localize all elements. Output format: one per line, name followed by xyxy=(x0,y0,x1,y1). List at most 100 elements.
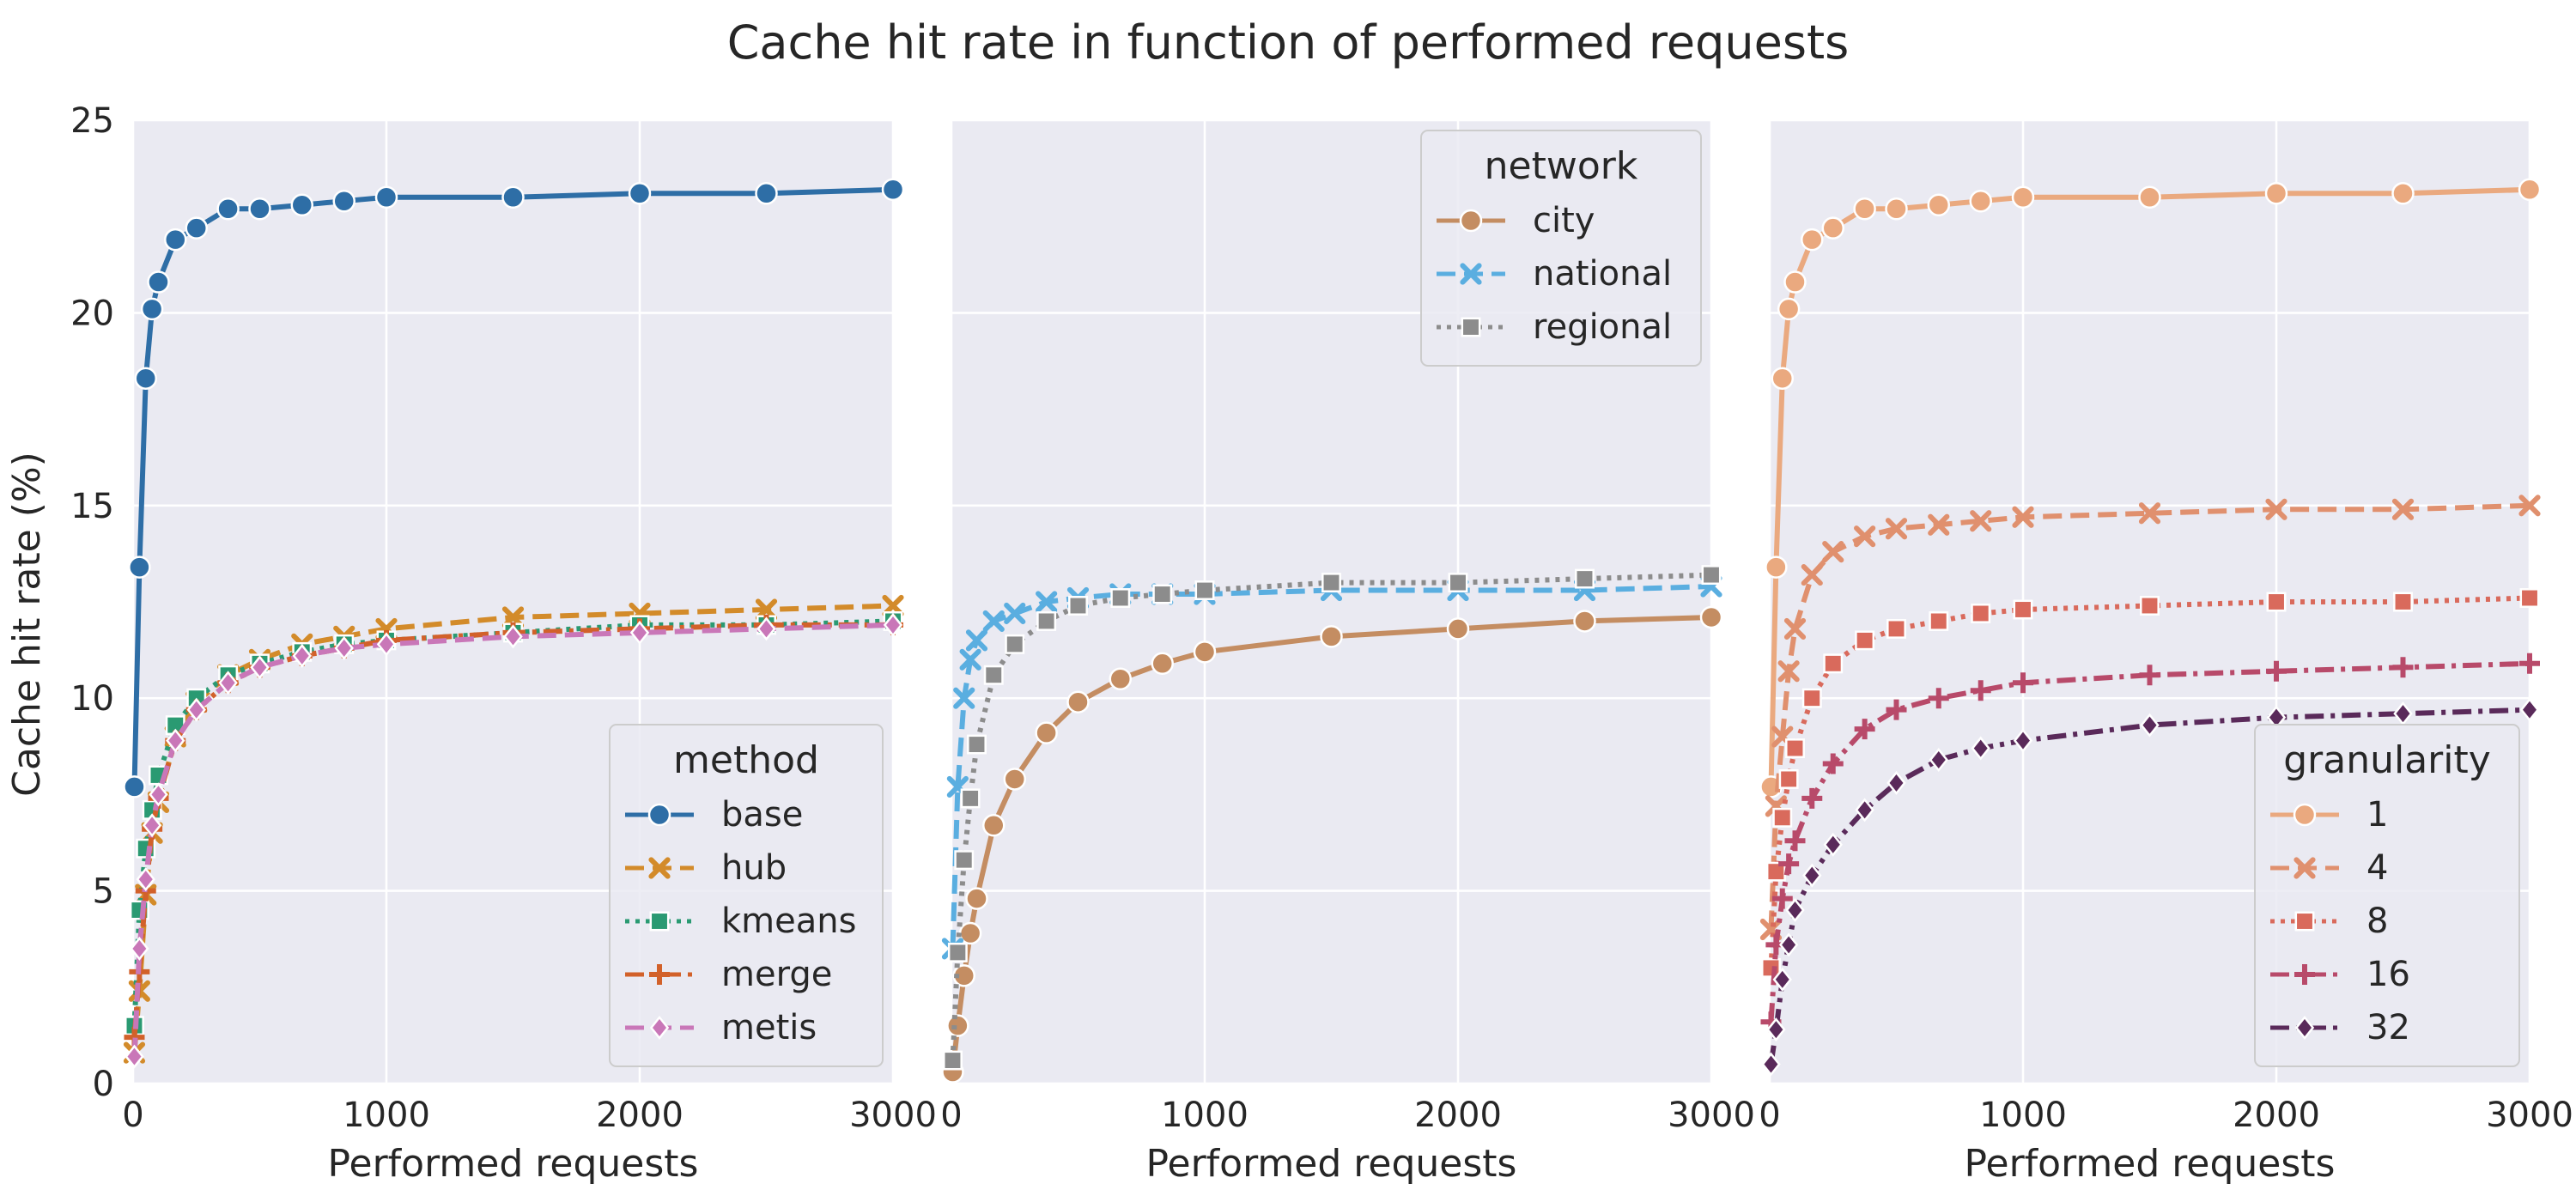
series-8 xyxy=(1761,588,2540,978)
data-point xyxy=(185,216,208,240)
data-point xyxy=(1004,602,1026,625)
data-point xyxy=(943,1050,963,1071)
data-point xyxy=(186,697,206,722)
data-point xyxy=(1928,688,1949,709)
data-point xyxy=(332,189,355,213)
y-axis-label: Cache hit rate (%) xyxy=(5,452,49,797)
series-line-32 xyxy=(1768,707,2530,1065)
data-point xyxy=(1853,197,1876,221)
data-point xyxy=(1785,738,1805,758)
data-point xyxy=(1969,189,1992,213)
data-point xyxy=(952,964,975,987)
x-tick-label: 2000 xyxy=(596,1096,683,1135)
legend-label: kmeans xyxy=(721,902,856,941)
x-axis-label: Performed requests xyxy=(1146,1142,1517,1186)
data-point xyxy=(1854,525,1876,548)
legend-entry-metis: metis xyxy=(625,1008,817,1047)
data-point xyxy=(755,598,778,621)
panel-1: 0 1000 2000 3000 0 5 10 15 20 25 Performed request… xyxy=(70,101,937,1186)
data-point xyxy=(2011,185,2035,209)
legend-marker xyxy=(1459,209,1483,233)
data-point xyxy=(2138,502,2161,525)
legend: network city national regional xyxy=(1420,130,1702,367)
data-point xyxy=(1822,753,1844,774)
data-point xyxy=(2519,697,2540,722)
legend-box xyxy=(609,724,884,1067)
legend-label: metis xyxy=(721,1008,817,1047)
legend-label: base xyxy=(721,795,803,835)
data-point xyxy=(125,1044,144,1069)
data-point xyxy=(1109,667,1133,691)
data-point xyxy=(2391,498,2415,520)
data-point xyxy=(248,197,271,221)
data-point xyxy=(147,270,170,294)
data-point xyxy=(2519,653,2540,674)
legend-entry-4: 4 xyxy=(2270,848,2388,888)
data-point xyxy=(1971,604,1991,623)
legend-marker xyxy=(649,911,670,932)
data-point xyxy=(1448,573,1468,593)
data-point xyxy=(2266,660,2287,682)
data-point xyxy=(1929,610,1949,631)
data-point xyxy=(1110,588,1131,608)
data-point xyxy=(334,635,354,660)
legend-label: 8 xyxy=(2366,902,2388,941)
legend-marker xyxy=(2293,857,2316,879)
data-point xyxy=(756,616,776,641)
data-point xyxy=(1575,568,1595,589)
data-point xyxy=(1785,898,1805,923)
data-point xyxy=(503,624,523,649)
series-4 xyxy=(1759,495,2541,941)
x-tick-label: 2000 xyxy=(1414,1096,1502,1135)
legend-entry-kmeans: kmeans xyxy=(625,902,856,941)
legend-box xyxy=(2254,724,2520,1067)
legend-label: national xyxy=(1533,254,1672,294)
series-regional xyxy=(943,565,1722,1071)
data-point xyxy=(1855,798,1874,823)
legend-marker xyxy=(2294,911,2315,932)
data-point xyxy=(1886,770,1906,795)
data-point xyxy=(1066,690,1090,713)
legend-title: granularity xyxy=(2283,738,2491,782)
data-point xyxy=(1783,270,1807,294)
data-point xyxy=(149,782,168,807)
data-point xyxy=(967,734,987,755)
data-point xyxy=(2013,599,2033,620)
data-point xyxy=(960,788,981,809)
x-tick-label: 1000 xyxy=(1979,1096,2067,1135)
data-point xyxy=(1822,541,1844,563)
data-point xyxy=(2392,657,2414,678)
data-point xyxy=(2393,592,2413,612)
data-point xyxy=(1194,580,1215,600)
legend-marker xyxy=(2293,803,2317,827)
legend-entry-32: 32 xyxy=(2270,1008,2410,1047)
data-point xyxy=(1778,853,1800,875)
data-point xyxy=(1885,518,1908,540)
x-tick-label: 3000 xyxy=(849,1096,937,1135)
data-point xyxy=(1801,563,1823,586)
legend-entry-base: base xyxy=(625,795,803,835)
legend-entry-city: city xyxy=(1437,201,1595,240)
data-point xyxy=(1035,721,1058,744)
series-line-16 xyxy=(1768,660,2530,1023)
data-point xyxy=(1929,748,1948,773)
x-tick-label: 0 xyxy=(940,1096,962,1135)
data-point xyxy=(1151,652,1174,676)
data-point xyxy=(2518,178,2542,202)
x-tick-label: 0 xyxy=(122,1096,143,1135)
data-point xyxy=(216,197,240,221)
data-point xyxy=(755,182,778,205)
legend-label: 32 xyxy=(2366,1008,2410,1047)
data-point xyxy=(881,178,905,202)
data-point xyxy=(1777,297,1801,321)
data-point xyxy=(128,555,151,579)
data-point xyxy=(142,813,162,838)
data-point xyxy=(1771,888,1793,909)
data-point xyxy=(1036,610,1057,631)
legend-marker xyxy=(649,1015,670,1041)
panel-2: 0 1000 2000 3000 Performed requests network ci… xyxy=(940,118,1755,1186)
data-point xyxy=(1886,699,1907,720)
y-tick-label: 20 xyxy=(70,294,114,333)
legend-marker xyxy=(648,857,671,879)
